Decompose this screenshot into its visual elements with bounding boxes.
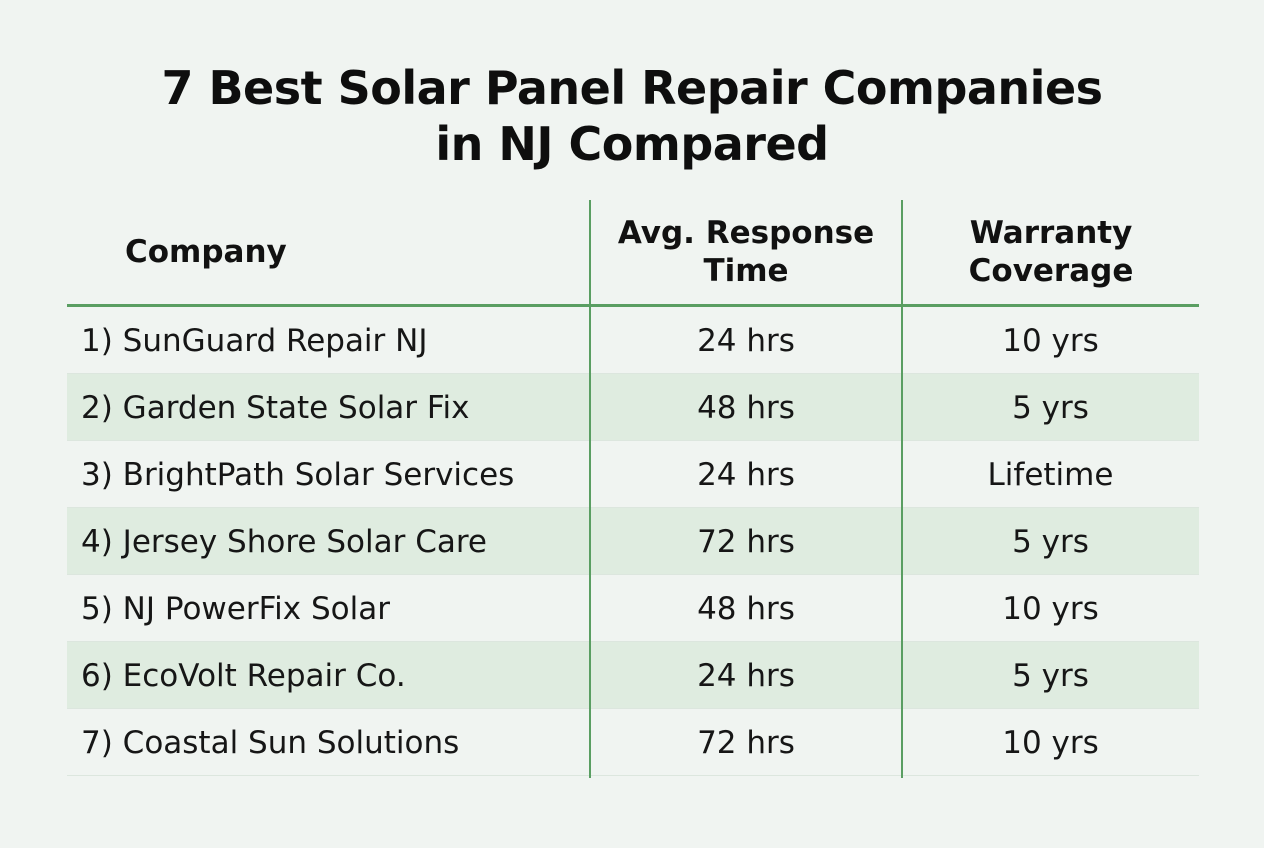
column-divider-1 (589, 200, 591, 778)
cell-response-time: 24 hrs (697, 657, 795, 694)
table-row: 3) BrightPath Solar Services 24 hrs Lifeti… (67, 441, 1199, 508)
cell-warranty-coverage: 10 yrs (1002, 724, 1099, 761)
column-header-response-line-2: Time (703, 253, 789, 289)
cell-response-time: 72 hrs (697, 724, 795, 761)
cell-warranty-coverage: 5 yrs (1012, 389, 1089, 426)
cell-response-time: 24 hrs (697, 322, 795, 359)
table-row: 6) EcoVolt Repair Co. 24 hrs 5 yrs (67, 642, 1199, 709)
cell-company-name: 2) Garden State Solar Fix (81, 389, 470, 426)
cell-response-time: 72 hrs (697, 523, 795, 560)
cell-company-name: 7) Coastal Sun Solutions (81, 724, 460, 761)
title-line-1: 7 Best Solar Panel Repair Companies (161, 61, 1103, 115)
column-divider-2 (901, 200, 903, 778)
comparison-table: 1) SunGuard Repair NJ 24 hrs 10 yrs 2) Gard… (67, 200, 1199, 778)
column-header-warranty-line-1: Warranty (969, 215, 1133, 251)
table-row: 5) NJ PowerFix Solar 48 hrs 10 yrs (67, 575, 1199, 642)
cell-response-time: 24 hrs (697, 456, 795, 493)
column-header-response-time: Avg. Response Time (591, 200, 901, 304)
cell-warranty-coverage: Lifetime (987, 456, 1114, 493)
cell-company-name: 4) Jersey Shore Solar Care (81, 523, 487, 560)
table-row: 2) Garden State Solar Fix 48 hrs 5 yrs (67, 374, 1199, 441)
cell-company-name: 3) BrightPath Solar Services (81, 456, 515, 493)
cell-warranty-coverage: 10 yrs (1002, 590, 1099, 627)
cell-company-name: 1) SunGuard Repair NJ (81, 322, 428, 359)
column-header-company: Company (125, 200, 585, 304)
column-header-company-label: Company (125, 234, 287, 270)
table-row: 4) Jersey Shore Solar Care 72 hrs 5 yrs (67, 508, 1199, 575)
column-header-response-line-1: Avg. Response (617, 215, 875, 251)
cell-response-time: 48 hrs (697, 590, 795, 627)
cell-response-time: 48 hrs (697, 389, 795, 426)
cell-warranty-coverage: 5 yrs (1012, 657, 1089, 694)
title-line-2: in NJ Compared (435, 117, 829, 171)
cell-company-name: 6) EcoVolt Repair Co. (81, 657, 406, 694)
page-title: 7 Best Solar Panel Repair Companies in N… (0, 60, 1264, 172)
column-header-warranty-coverage: Warranty Coverage (903, 200, 1199, 304)
cell-warranty-coverage: 10 yrs (1002, 322, 1099, 359)
cell-warranty-coverage: 5 yrs (1012, 523, 1089, 560)
table-row: 7) Coastal Sun Solutions 72 hrs 10 yrs (67, 709, 1199, 776)
column-header-warranty-line-2: Coverage (968, 253, 1134, 289)
table-row: 1) SunGuard Repair NJ 24 hrs 10 yrs (67, 307, 1199, 374)
cell-company-name: 5) NJ PowerFix Solar (81, 590, 390, 627)
header-divider (67, 304, 1199, 307)
